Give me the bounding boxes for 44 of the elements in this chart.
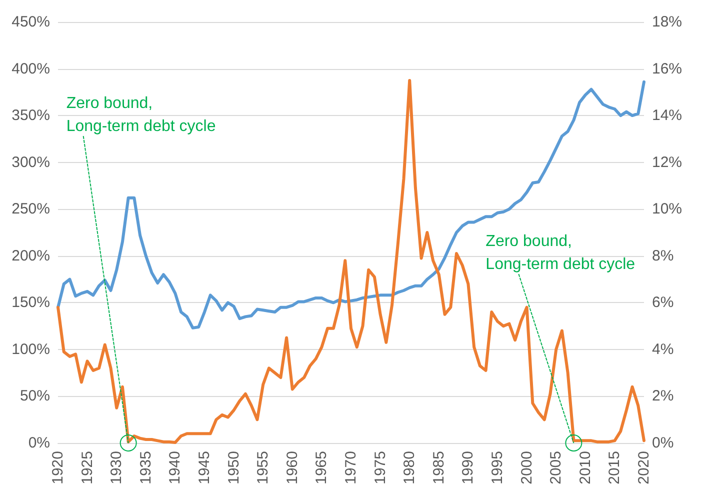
y-tick-label: 300%	[12, 154, 50, 171]
y2-tick-label: 18%	[652, 14, 682, 30]
x-tick-label: 2005	[548, 451, 565, 484]
y-tick-label: 100%	[12, 340, 50, 358]
x-tick-label: 1950	[225, 451, 242, 484]
x-tick-label: 2020	[636, 451, 652, 484]
y-tick-label: 250%	[12, 200, 50, 218]
x-tick-label: 1995	[489, 451, 506, 484]
y2-tick-label: 16%	[652, 60, 682, 78]
x-tick-label: 1970	[342, 451, 360, 484]
y-tick-label: 50%	[20, 388, 50, 405]
y-tick-label: 150%	[12, 294, 50, 312]
y-tick-label: 200%	[12, 247, 50, 264]
y2-tick-label: 8%	[652, 247, 674, 264]
x-tick-label: 1930	[108, 451, 126, 484]
x-tick-label: 1980	[401, 451, 418, 484]
y2-tick-label: 10%	[652, 200, 682, 218]
x-tick-label: 1945	[196, 451, 213, 484]
x-tick-label: 1925	[78, 451, 96, 484]
y2-tick-label: 2%	[652, 388, 674, 405]
annotation: Zero bound, Long-term debt cycle	[66, 95, 216, 135]
line-series	[56, 80, 646, 330]
y-tick-label: 450%	[12, 14, 50, 30]
annotation: Zero bound, Long-term debt cycle	[486, 233, 636, 273]
x-tick-label: 1935	[137, 451, 154, 484]
y2-tick-label: 4%	[652, 340, 674, 358]
x-tick-label: 1940	[166, 451, 184, 484]
x-tick-label: 1975	[372, 451, 389, 484]
y-tick-label: 400%	[12, 60, 50, 78]
x-tick-label: 2015	[606, 451, 624, 484]
y-tick-label: 0%	[28, 434, 50, 452]
x-tick-label: 1960	[284, 451, 301, 484]
x-tick-label: 1955	[254, 451, 272, 484]
x-tick-label: 1965	[313, 451, 330, 484]
x-tick-label: 1920	[50, 451, 66, 484]
x-tick-label: 2010	[576, 451, 594, 484]
x-tick-label: 1990	[460, 451, 477, 484]
y-tick-label: 350%	[12, 107, 50, 124]
y2-tick-label: 12%	[652, 154, 682, 171]
x-tick-label: 1985	[430, 451, 448, 484]
y2-tick-label: 14%	[652, 107, 682, 124]
y2-tick-label: 0%	[652, 434, 674, 452]
y2-tick-label: 6%	[652, 294, 674, 312]
x-tick-label: 2000	[518, 451, 536, 484]
